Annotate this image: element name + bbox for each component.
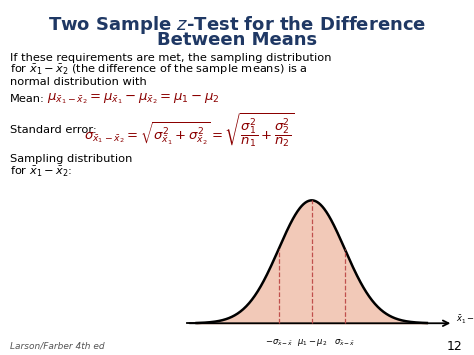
Text: normal distribution with: normal distribution with <box>10 77 147 87</box>
Text: Between Means: Between Means <box>157 31 317 49</box>
Text: Mean:: Mean: <box>10 94 45 104</box>
Text: 12: 12 <box>446 339 462 353</box>
Text: for $\bar{x}_1 - \bar{x}_2$:: for $\bar{x}_1 - \bar{x}_2$: <box>10 165 72 179</box>
Text: $\mu_1-\mu_2$: $\mu_1-\mu_2$ <box>297 337 327 348</box>
Text: $\sigma_{\bar{x}-\bar{x}}$: $\sigma_{\bar{x}-\bar{x}}$ <box>334 337 356 348</box>
Text: $\mu_{\bar{x}_1-\bar{x}_2} = \mu_{\bar{x}_1} - \mu_{\bar{x}_2} = \mu_1 - \mu_2$: $\mu_{\bar{x}_1-\bar{x}_2} = \mu_{\bar{x… <box>47 92 220 106</box>
Text: Two Sample $\mathit{z}$-Test for the Difference: Two Sample $\mathit{z}$-Test for the Dif… <box>48 14 426 36</box>
Text: If these requirements are met, the sampling distribution: If these requirements are met, the sampl… <box>10 53 331 63</box>
Text: Standard error:: Standard error: <box>10 125 97 135</box>
Text: Larson/Farber 4th ed: Larson/Farber 4th ed <box>10 342 105 350</box>
Text: for $\bar{x}_1 - \bar{x}_2$ (the difference of the sample means) is a: for $\bar{x}_1 - \bar{x}_2$ (the differe… <box>10 63 308 77</box>
Text: $\sigma_{\bar{x}_1-\bar{x}_2} = \sqrt{\sigma^2_{\bar{x}_1}+\sigma^2_{\bar{x}_2}}: $\sigma_{\bar{x}_1-\bar{x}_2} = \sqrt{\s… <box>84 111 294 149</box>
Text: Sampling distribution: Sampling distribution <box>10 154 132 164</box>
Text: $-\sigma_{\bar{x}-\bar{x}}$: $-\sigma_{\bar{x}-\bar{x}}$ <box>264 337 293 348</box>
Text: $\bar{x}_1-\bar{x}_2$: $\bar{x}_1-\bar{x}_2$ <box>456 314 474 326</box>
